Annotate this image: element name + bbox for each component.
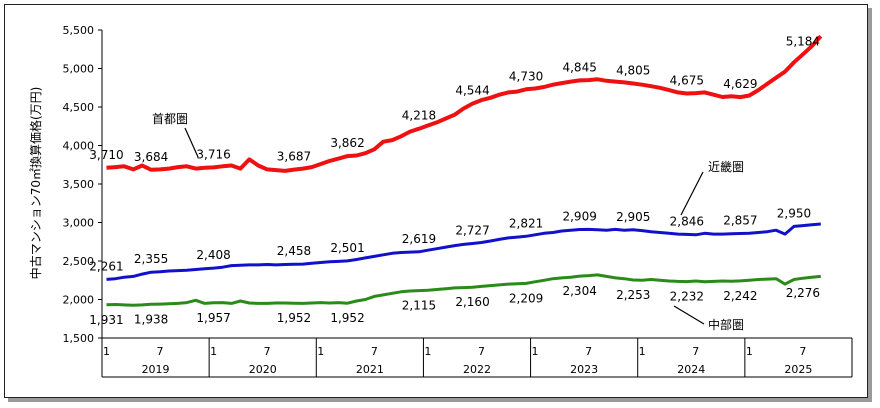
data-label: 2,619 [402,232,436,246]
x-month-label: 1 [532,345,539,358]
y-tick-label: 4,500 [63,101,95,114]
data-label: 3,716 [196,147,230,161]
x-year-label: 2020 [249,363,277,376]
data-label: 2,261 [89,259,123,273]
series-name-label: 中部圏 [708,317,744,332]
series-name-label: 首都圏 [152,112,188,126]
data-label: 3,710 [89,148,123,162]
data-label: 2,242 [723,289,757,303]
data-label: 2,276 [786,286,820,300]
data-label: 1,931 [89,313,123,327]
data-label: 2,821 [509,216,543,230]
data-label: 2,909 [562,210,596,224]
x-month-label: 7 [371,345,378,358]
data-label: 2,115 [402,299,436,313]
data-label: 2,253 [616,288,650,302]
y-tick-label: 5,500 [63,24,95,37]
series-line-1 [106,34,823,173]
leader-line [184,127,199,158]
data-label: 2,209 [509,291,543,305]
x-month-label: 7 [799,345,806,358]
leader-line [673,305,705,325]
data-label: 2,950 [777,206,811,220]
x-year-label: 2025 [784,363,812,376]
data-label: 2,355 [134,252,168,266]
leader-line [680,171,704,216]
x-ticks: 1 7 1 7 1 7 1 7 1 7 1 7 1 7 2019 2020 2021 2022 2023 2024 20… [101,338,853,377]
data-label: 2,501 [330,241,364,255]
y-tick-label: 3,500 [63,178,95,191]
series-line-3 [106,273,821,307]
series-lines [106,34,823,307]
y-axis-label: 中古マンション70㎡換算価格(万円) [28,87,43,280]
data-label: 2,304 [562,284,596,298]
y-tick-label: 3,000 [63,217,95,230]
data-label: 2,458 [277,244,311,258]
x-month-label: 7 [264,345,271,358]
data-label: 4,218 [402,109,436,123]
data-label: 2,727 [455,224,489,238]
data-label: 2,408 [196,248,230,262]
x-month-label: 7 [585,345,592,358]
data-label: 3,684 [134,150,168,164]
data-label: 2,232 [670,290,704,304]
data-labels: 3,710 3,684 3,716 3,687 3,862 4,218 4,544 4,730… [89,34,820,326]
x-month-label: 1 [746,345,753,358]
x-year-label: 2019 [142,363,170,376]
series-line-2 [106,222,821,281]
data-label: 4,675 [670,74,704,88]
data-label: 3,687 [277,150,311,164]
x-month-label: 7 [478,345,485,358]
x-year-label: 2023 [570,363,598,376]
data-label: 5,184 [786,34,820,48]
x-year-label: 2022 [463,363,491,376]
y-tick-label: 5,000 [63,63,95,76]
y-tick-label: 4,000 [63,140,95,153]
data-label: 4,629 [723,77,757,91]
y-tick-label: 2,000 [63,294,95,307]
y-tick-label: 2,500 [63,255,95,268]
chart-frame [4,4,868,398]
series-name-label: 近畿圏 [708,160,744,174]
y-tick-label: 1,500 [63,332,95,345]
data-label: 1,952 [330,311,364,325]
x-month-label: 1 [639,345,646,358]
data-label: 4,730 [509,69,543,83]
data-label: 4,845 [562,60,596,74]
y-ticks: 1,500 2,000 2,500 3,000 3,500 4,000 4,500 5,000… [63,24,102,345]
x-month-label: 1 [103,345,110,358]
data-label: 4,544 [455,84,489,98]
data-label: 2,846 [670,214,704,228]
x-month-label: 1 [317,345,324,358]
x-year-label: 2024 [677,363,705,376]
data-label: 1,938 [134,312,168,326]
data-label: 1,952 [277,311,311,325]
x-month-label: 7 [157,345,164,358]
data-label: 2,160 [455,295,489,309]
x-month-label: 7 [692,345,699,358]
data-label: 3,862 [330,136,364,150]
data-label: 4,805 [616,64,650,78]
x-month-label: 1 [210,345,217,358]
x-month-label: 1 [424,345,431,358]
data-label: 2,857 [723,214,757,228]
data-label: 1,957 [196,311,230,325]
data-label: 2,905 [616,210,650,224]
x-year-label: 2021 [356,363,384,376]
